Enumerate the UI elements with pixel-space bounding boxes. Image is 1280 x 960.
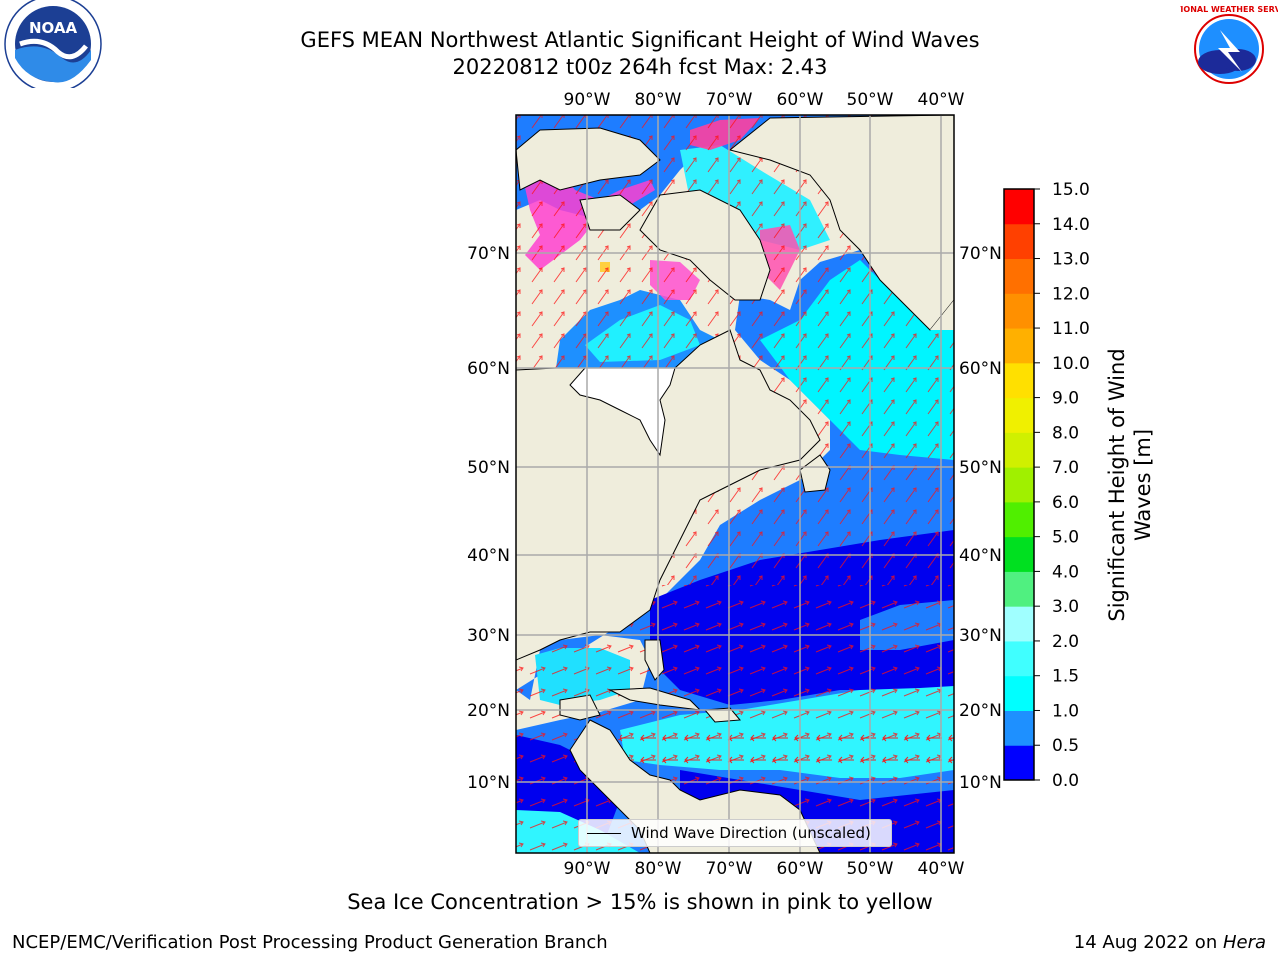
lat-labels-left: 70°N 60°N 50°N 40°N 30°N 20°N 10°N — [467, 244, 510, 793]
colorbar-frame — [1003, 188, 1035, 781]
lat-label-left: 40°N — [467, 546, 510, 566]
lat-label-right: 20°N — [959, 701, 1002, 721]
noaa-logo: NOAA — [4, 0, 102, 88]
colorbar-tick-label: 15.0 — [1052, 180, 1090, 200]
colorbar-segment — [1004, 467, 1034, 503]
nws-logo: NATIONAL WEATHER SERVICE — [1180, 2, 1278, 96]
colorbar-tick-label: 8.0 — [1052, 423, 1079, 443]
title-line-2: 20220812 t00z 264h fcst Max: 2.43 — [452, 55, 828, 79]
lon-label-top: 40°W — [918, 90, 965, 110]
legend-label: Wind Wave Direction (unscaled) — [631, 824, 871, 842]
colorbar-tick-label: 5.0 — [1052, 528, 1079, 548]
land-yucatan — [559, 694, 601, 721]
colorbar-tick-label: 2.0 — [1052, 632, 1079, 652]
map-legend: Wind Wave Direction (unscaled) — [578, 819, 892, 847]
land-north-america — [516, 329, 821, 661]
lat-label-right: 30°N — [959, 626, 1002, 646]
lat-label-left: 30°N — [467, 626, 510, 646]
colorbar-tick-label: 1.5 — [1052, 667, 1079, 687]
colorbar-segment — [1004, 432, 1034, 468]
land-arctic-islands — [516, 127, 661, 191]
colorbar-segment — [1004, 189, 1034, 225]
colorbar-segment — [1004, 571, 1034, 607]
colorbar-tick-label: 9.0 — [1052, 389, 1079, 409]
lat-label-right: 10°N — [959, 773, 1002, 793]
lat-label-right: 70°N — [959, 244, 1002, 264]
lat-label-left: 50°N — [467, 458, 510, 478]
footer-credit: NCEP/EMC/Verification Post Processing Pr… — [12, 932, 608, 953]
map-frame — [515, 114, 955, 854]
colorbar-tick-label: 3.0 — [1052, 597, 1079, 617]
colorbar-segment — [1004, 258, 1034, 294]
footer-date: 14 Aug 2022 on Hera — [1074, 932, 1266, 953]
colorbar-tick-label: 10.0 — [1052, 354, 1090, 374]
lon-label-bottom: 70°W — [706, 859, 753, 879]
lon-label-bottom: 50°W — [847, 859, 894, 879]
lon-label-bottom: 90°W — [564, 859, 611, 879]
lat-labels-right: 70°N 60°N 50°N 40°N 30°N 20°N 10°N — [959, 244, 1002, 793]
colorbar-segment — [1004, 606, 1034, 642]
colorbar-tick-label: 11.0 — [1052, 319, 1090, 339]
colorbar-segment — [1004, 328, 1034, 364]
lat-label-left: 10°N — [467, 773, 510, 793]
map-area — [516, 115, 954, 853]
lon-label-top: 50°W — [847, 90, 894, 110]
lat-label-left: 70°N — [467, 244, 510, 264]
land-africa-corner — [930, 300, 954, 330]
lon-label-bottom: 60°W — [777, 859, 824, 879]
colorbar-segment — [1004, 640, 1034, 677]
colorbar-tick-label: 6.0 — [1052, 493, 1079, 513]
colorbar-segment — [1004, 536, 1034, 572]
colorbar-segment — [1004, 745, 1034, 781]
colorbar-segment — [1004, 293, 1034, 329]
colorbar-segment — [1004, 223, 1034, 260]
colorbar-tick-label: 12.0 — [1052, 284, 1090, 304]
nws-logo-text: NATIONAL WEATHER SERVICE — [1180, 5, 1278, 14]
lat-label-left: 20°N — [467, 701, 510, 721]
lon-label-bottom: 40°W — [918, 859, 965, 879]
colorbar-tick-label: 0.0 — [1052, 771, 1079, 791]
land-baffin — [639, 189, 771, 301]
colorbar-segment — [1004, 501, 1034, 538]
colorbar-segment — [1004, 397, 1034, 433]
legend-line-swatch — [587, 832, 621, 834]
sea-ice-caption-text: Sea Ice Concentration > 15% is shown in … — [347, 890, 933, 914]
land-hudson-white — [569, 367, 676, 457]
lon-label-top: 70°W — [706, 90, 753, 110]
land-newfoundland — [799, 454, 831, 493]
lon-labels-top: 90°W 80°W 70°W 60°W 50°W 40°W — [564, 90, 965, 110]
colorbar-segment — [1004, 710, 1034, 746]
colorbar: 0.0 0.5 1.0 1.5 2.0 3.0 4.0 5.0 6.0 7.0 8.0 9.0 10.0… — [1004, 180, 1090, 791]
colorbar-label-line1: Significant Height of Wind — [1105, 348, 1129, 621]
lon-label-top: 80°W — [635, 90, 682, 110]
lon-label-top: 60°W — [777, 90, 824, 110]
footer-host: Hera — [1222, 932, 1266, 953]
lat-label-right: 50°N — [959, 458, 1002, 478]
colorbar-tick-label: 14.0 — [1052, 215, 1090, 235]
colorbar-segment — [1004, 362, 1034, 399]
gridlines — [516, 115, 954, 853]
colorbar-tick-label: 7.0 — [1052, 458, 1079, 478]
sea-ice-caption: Sea Ice Concentration > 15% is shown in … — [0, 890, 1280, 914]
lat-label-right: 40°N — [959, 546, 1002, 566]
colorbar-tick-label: 4.0 — [1052, 562, 1079, 582]
lon-label-bottom: 80°W — [635, 859, 682, 879]
colorbar-tick-label: 13.0 — [1052, 250, 1090, 270]
title-line-1: GEFS MEAN Northwest Atlantic Significant… — [300, 28, 980, 52]
colorbar-label: Significant Height of Wind Waves [m] — [1105, 348, 1155, 621]
colorbar-segment — [1004, 675, 1034, 711]
lat-label-left: 60°N — [467, 359, 510, 379]
colorbar-label-line2: Waves [m] — [1131, 429, 1155, 541]
land-greenland — [728, 115, 954, 331]
lon-label-top: 90°W — [564, 90, 611, 110]
colorbar-tick-label: 0.5 — [1052, 736, 1079, 756]
colorbar-tick-label: 1.0 — [1052, 701, 1079, 721]
land-hispaniola — [703, 707, 742, 723]
lon-labels-bottom: 90°W 80°W 70°W 60°W 50°W 40°W — [564, 859, 965, 879]
lat-label-right: 60°N — [959, 359, 1002, 379]
footer-date-text: 14 Aug 2022 on — [1073, 932, 1223, 953]
noaa-logo-text: NOAA — [29, 19, 78, 37]
chart-title: GEFS MEAN Northwest Atlantic Significant… — [0, 27, 1280, 81]
